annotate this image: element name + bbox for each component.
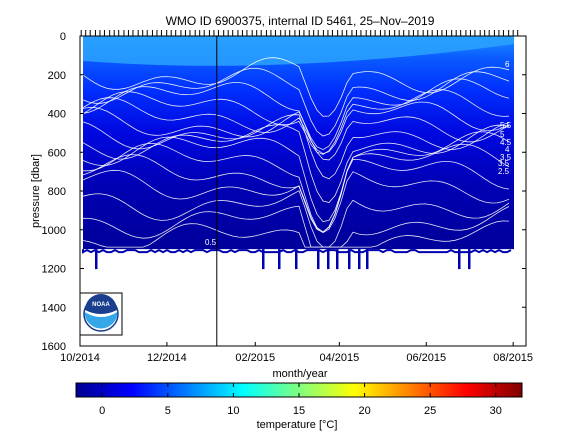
contour-label: 6: [505, 60, 510, 69]
x-tick-label: 06/2015: [406, 352, 446, 364]
deep-profile-spike: [358, 249, 361, 269]
contour-label: 0.5: [205, 238, 217, 247]
y-tick-label: 200: [48, 70, 66, 82]
chart-title: WMO ID 6900375, internal ID 5461, 25–Nov…: [166, 14, 435, 28]
deep-profile-spike: [278, 249, 281, 269]
colorbar-tick-label: 20: [358, 405, 370, 417]
noaa-logo-text: NOAA: [92, 302, 110, 308]
deep-profile-spike: [366, 249, 369, 269]
profile-tick-marks: [81, 30, 517, 36]
deep-profile-spike: [458, 249, 461, 269]
deep-profile-spike: [295, 249, 298, 269]
y-tick-label: 1400: [42, 302, 66, 314]
colorbar-label: temperature [°C]: [257, 419, 338, 431]
temperature-section: [83, 36, 514, 269]
y-tick-label: 1200: [42, 264, 66, 276]
x-tick-label: 04/2015: [319, 352, 359, 364]
x-tick-label: 12/2014: [147, 352, 187, 364]
colorbar-tick-label: 30: [490, 405, 502, 417]
deep-profile-spike: [348, 249, 351, 269]
x-tick-label: 10/2014: [60, 352, 100, 364]
colorbar-tick-label: 5: [165, 405, 171, 417]
y-tick-label: 0: [60, 31, 66, 43]
colorbar-tick-label: 15: [293, 405, 305, 417]
y-tick-label: 600: [48, 147, 66, 159]
contour-label: 5.5: [500, 121, 512, 130]
y-axis-label: pressure [dbar]: [30, 154, 42, 228]
deep-profile-spike: [317, 249, 320, 269]
deep-profile-spike: [262, 249, 265, 269]
y-tick-label: 1000: [42, 225, 66, 237]
deep-profile-spike: [95, 249, 98, 269]
contour-label: 2.5: [498, 167, 510, 176]
noaa-logo: NOAA: [80, 293, 122, 335]
x-tick-label: 02/2015: [235, 352, 275, 364]
colorbar-tick-label: 25: [424, 405, 436, 417]
x-tick-label: 08/2015: [493, 352, 533, 364]
y-tick-label: 800: [48, 186, 66, 198]
deep-profile-spike: [336, 249, 339, 269]
y-tick-label: 400: [48, 109, 66, 121]
x-axis-label: month/year: [272, 368, 327, 380]
deep-profile-spike: [327, 249, 330, 269]
colorbar-tick-label: 0: [99, 405, 105, 417]
colorbar-tick-label: 10: [227, 405, 239, 417]
deep-profile-spike: [468, 249, 471, 269]
